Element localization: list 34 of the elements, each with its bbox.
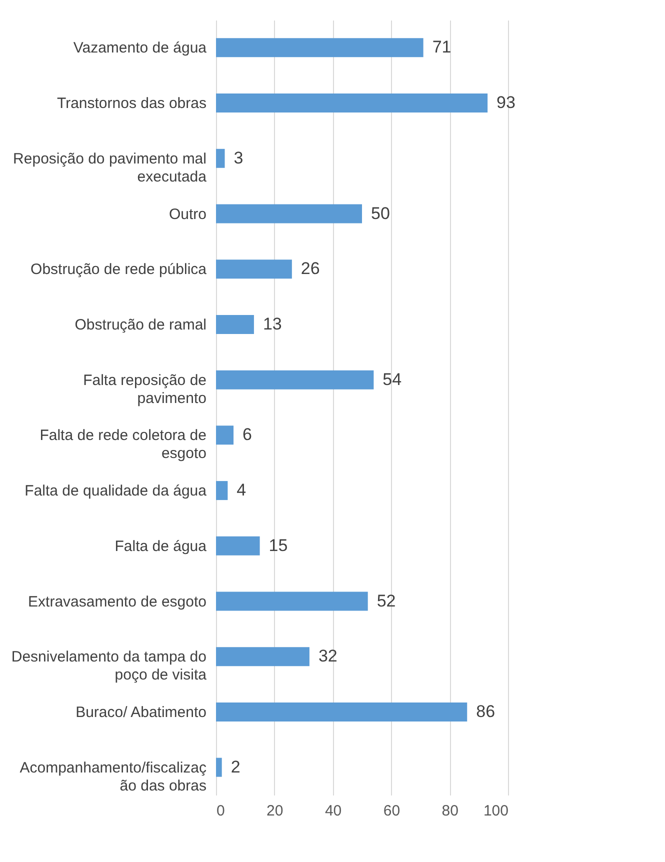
data-label: 13 [262,314,282,334]
y-tick-label: Falta de qualidade da água [24,482,208,500]
x-tick-label: 100 [483,802,508,820]
y-tick-label: Obstrução de ramal [74,316,206,334]
y-tick-label: Vazamento de água [73,40,208,57]
data-label: 2 [230,757,240,776]
x-tick-label: 0 [216,802,225,820]
data-label: 32 [318,646,338,666]
data-label: 93 [496,93,516,112]
y-tick-label: Outro [168,206,206,223]
y-tick-label: Falta de rede coletora de esgoto [40,427,206,462]
data-label: 52 [376,591,396,610]
y-tick-label: Acompanhamento/fiscalização das obras [20,759,207,794]
data-label: 6 [242,425,252,444]
data-label: 15 [268,536,288,555]
x-tick-label: 80 [442,802,458,820]
data-label: 50 [371,204,390,223]
y-tick-label: Reposição do pavimento mal executada [13,150,208,186]
y-tick-label: Desnivelamento da tampa do poço de visita [11,648,208,684]
y-tick-label: Falta de água [114,538,208,555]
y-tick-label: Transtornos das obras [56,95,206,112]
x-tick-label: 20 [266,802,284,820]
data-label: 26 [300,259,320,278]
x-tick-label: 40 [324,802,342,820]
y-tick-label: Buraco/ Abatimento [76,704,206,721]
data-label: 4 [236,480,246,500]
data-label: 54 [382,370,402,389]
data-label: 86 [476,702,496,721]
y-tick-label: Falta reposição de pavimento [83,372,206,407]
y-tick-label: Extravasamento de esgoto [28,593,206,610]
y-tick-label: Obstrução de rede pública [30,261,208,278]
data-label: 71 [432,38,452,57]
data-label: 3 [234,148,244,168]
x-tick-label: 60 [383,802,400,820]
